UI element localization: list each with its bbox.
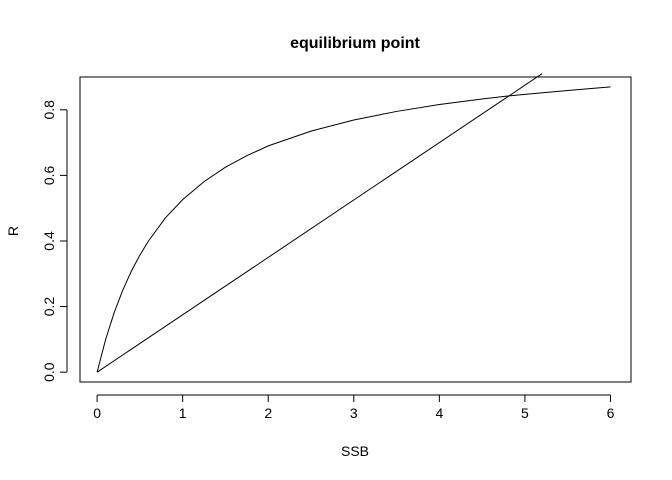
y-tick-label: 0.6	[41, 165, 57, 185]
plot-frame	[79, 76, 632, 383]
y-tick-label: 0.4	[41, 231, 57, 251]
y-tick-label: 0.8	[41, 100, 57, 120]
x-axis-label: SSB	[341, 443, 369, 459]
chart-title: equilibrium point	[290, 35, 420, 52]
x-tick-label: 1	[179, 405, 187, 421]
series-group	[96, 73, 611, 373]
y-tick-label: 0.2	[41, 297, 57, 317]
x-tick-label: 2	[264, 405, 272, 421]
recruitment-curve	[96, 86, 611, 373]
x-tick-label: 3	[350, 405, 358, 421]
y-axis-label: R	[5, 226, 21, 236]
replacement-line	[96, 73, 543, 373]
x-axis: 0 1 2 3 4 5 6	[93, 394, 615, 421]
x-tick-label: 6	[607, 405, 615, 421]
x-tick-label: 5	[521, 405, 529, 421]
y-tick-label: 0.0	[41, 362, 57, 382]
y-axis: 0.0 0.2 0.4 0.6 0.8	[41, 100, 68, 382]
x-tick-label: 0	[93, 405, 101, 421]
x-tick-label: 4	[435, 405, 443, 421]
